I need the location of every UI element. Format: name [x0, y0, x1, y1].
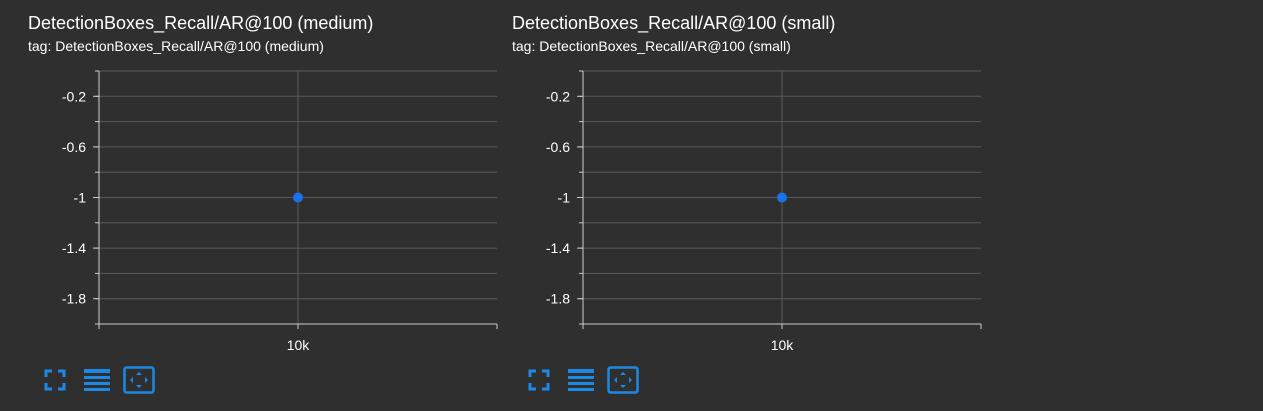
chart-plot-small[interactable]: -0.2 -0.6 -1 -1.4 -1.8 10k — [512, 60, 992, 360]
y-tick-label: -1 — [74, 190, 87, 206]
chart-card-medium: DetectionBoxes_Recall/AR@100 (medium) ta… — [28, 0, 508, 411]
y-tick-label: -1.8 — [546, 291, 570, 307]
y-tick-label: -0.6 — [546, 139, 570, 155]
chart-toolbar — [38, 365, 164, 395]
chart-card-small: DetectionBoxes_Recall/AR@100 (small) tag… — [512, 0, 992, 411]
lines-icon — [84, 369, 110, 391]
x-tick-label: 10k — [287, 337, 311, 353]
lines-icon — [568, 369, 594, 391]
fit-domain-icon — [123, 366, 155, 394]
y-tick-label: -0.2 — [546, 88, 570, 104]
data-point — [777, 192, 787, 203]
chart-title: DetectionBoxes_Recall/AR@100 (small) — [512, 13, 836, 33]
y-tick-label: -1.8 — [62, 291, 86, 307]
toggle-log-scale-button[interactable] — [80, 365, 114, 395]
y-tick-label: -1 — [558, 190, 571, 206]
toggle-log-scale-button[interactable] — [564, 365, 598, 395]
fullscreen-button[interactable] — [522, 365, 556, 395]
chart-tag: tag: DetectionBoxes_Recall/AR@100 (mediu… — [28, 38, 324, 54]
chart-title: DetectionBoxes_Recall/AR@100 (medium) — [28, 13, 374, 33]
chart-tag: tag: DetectionBoxes_Recall/AR@100 (small… — [512, 38, 791, 54]
fullscreen-icon — [44, 369, 66, 391]
x-tick-label: 10k — [771, 337, 795, 353]
fullscreen-icon — [528, 369, 550, 391]
y-tick-label: -0.6 — [62, 139, 86, 155]
data-point — [293, 192, 303, 203]
y-tick-label: -1.4 — [62, 240, 86, 256]
y-tick-label: -0.2 — [62, 88, 86, 104]
y-tick-label: -1.4 — [546, 240, 570, 256]
fit-domain-icon — [607, 366, 639, 394]
chart-plot-medium[interactable]: -0.2 -0.6 -1 -1.4 -1.8 10k — [28, 60, 508, 360]
chart-toolbar — [522, 365, 648, 395]
fullscreen-button[interactable] — [38, 365, 72, 395]
fit-domain-button[interactable] — [122, 365, 156, 395]
fit-domain-button[interactable] — [606, 365, 640, 395]
